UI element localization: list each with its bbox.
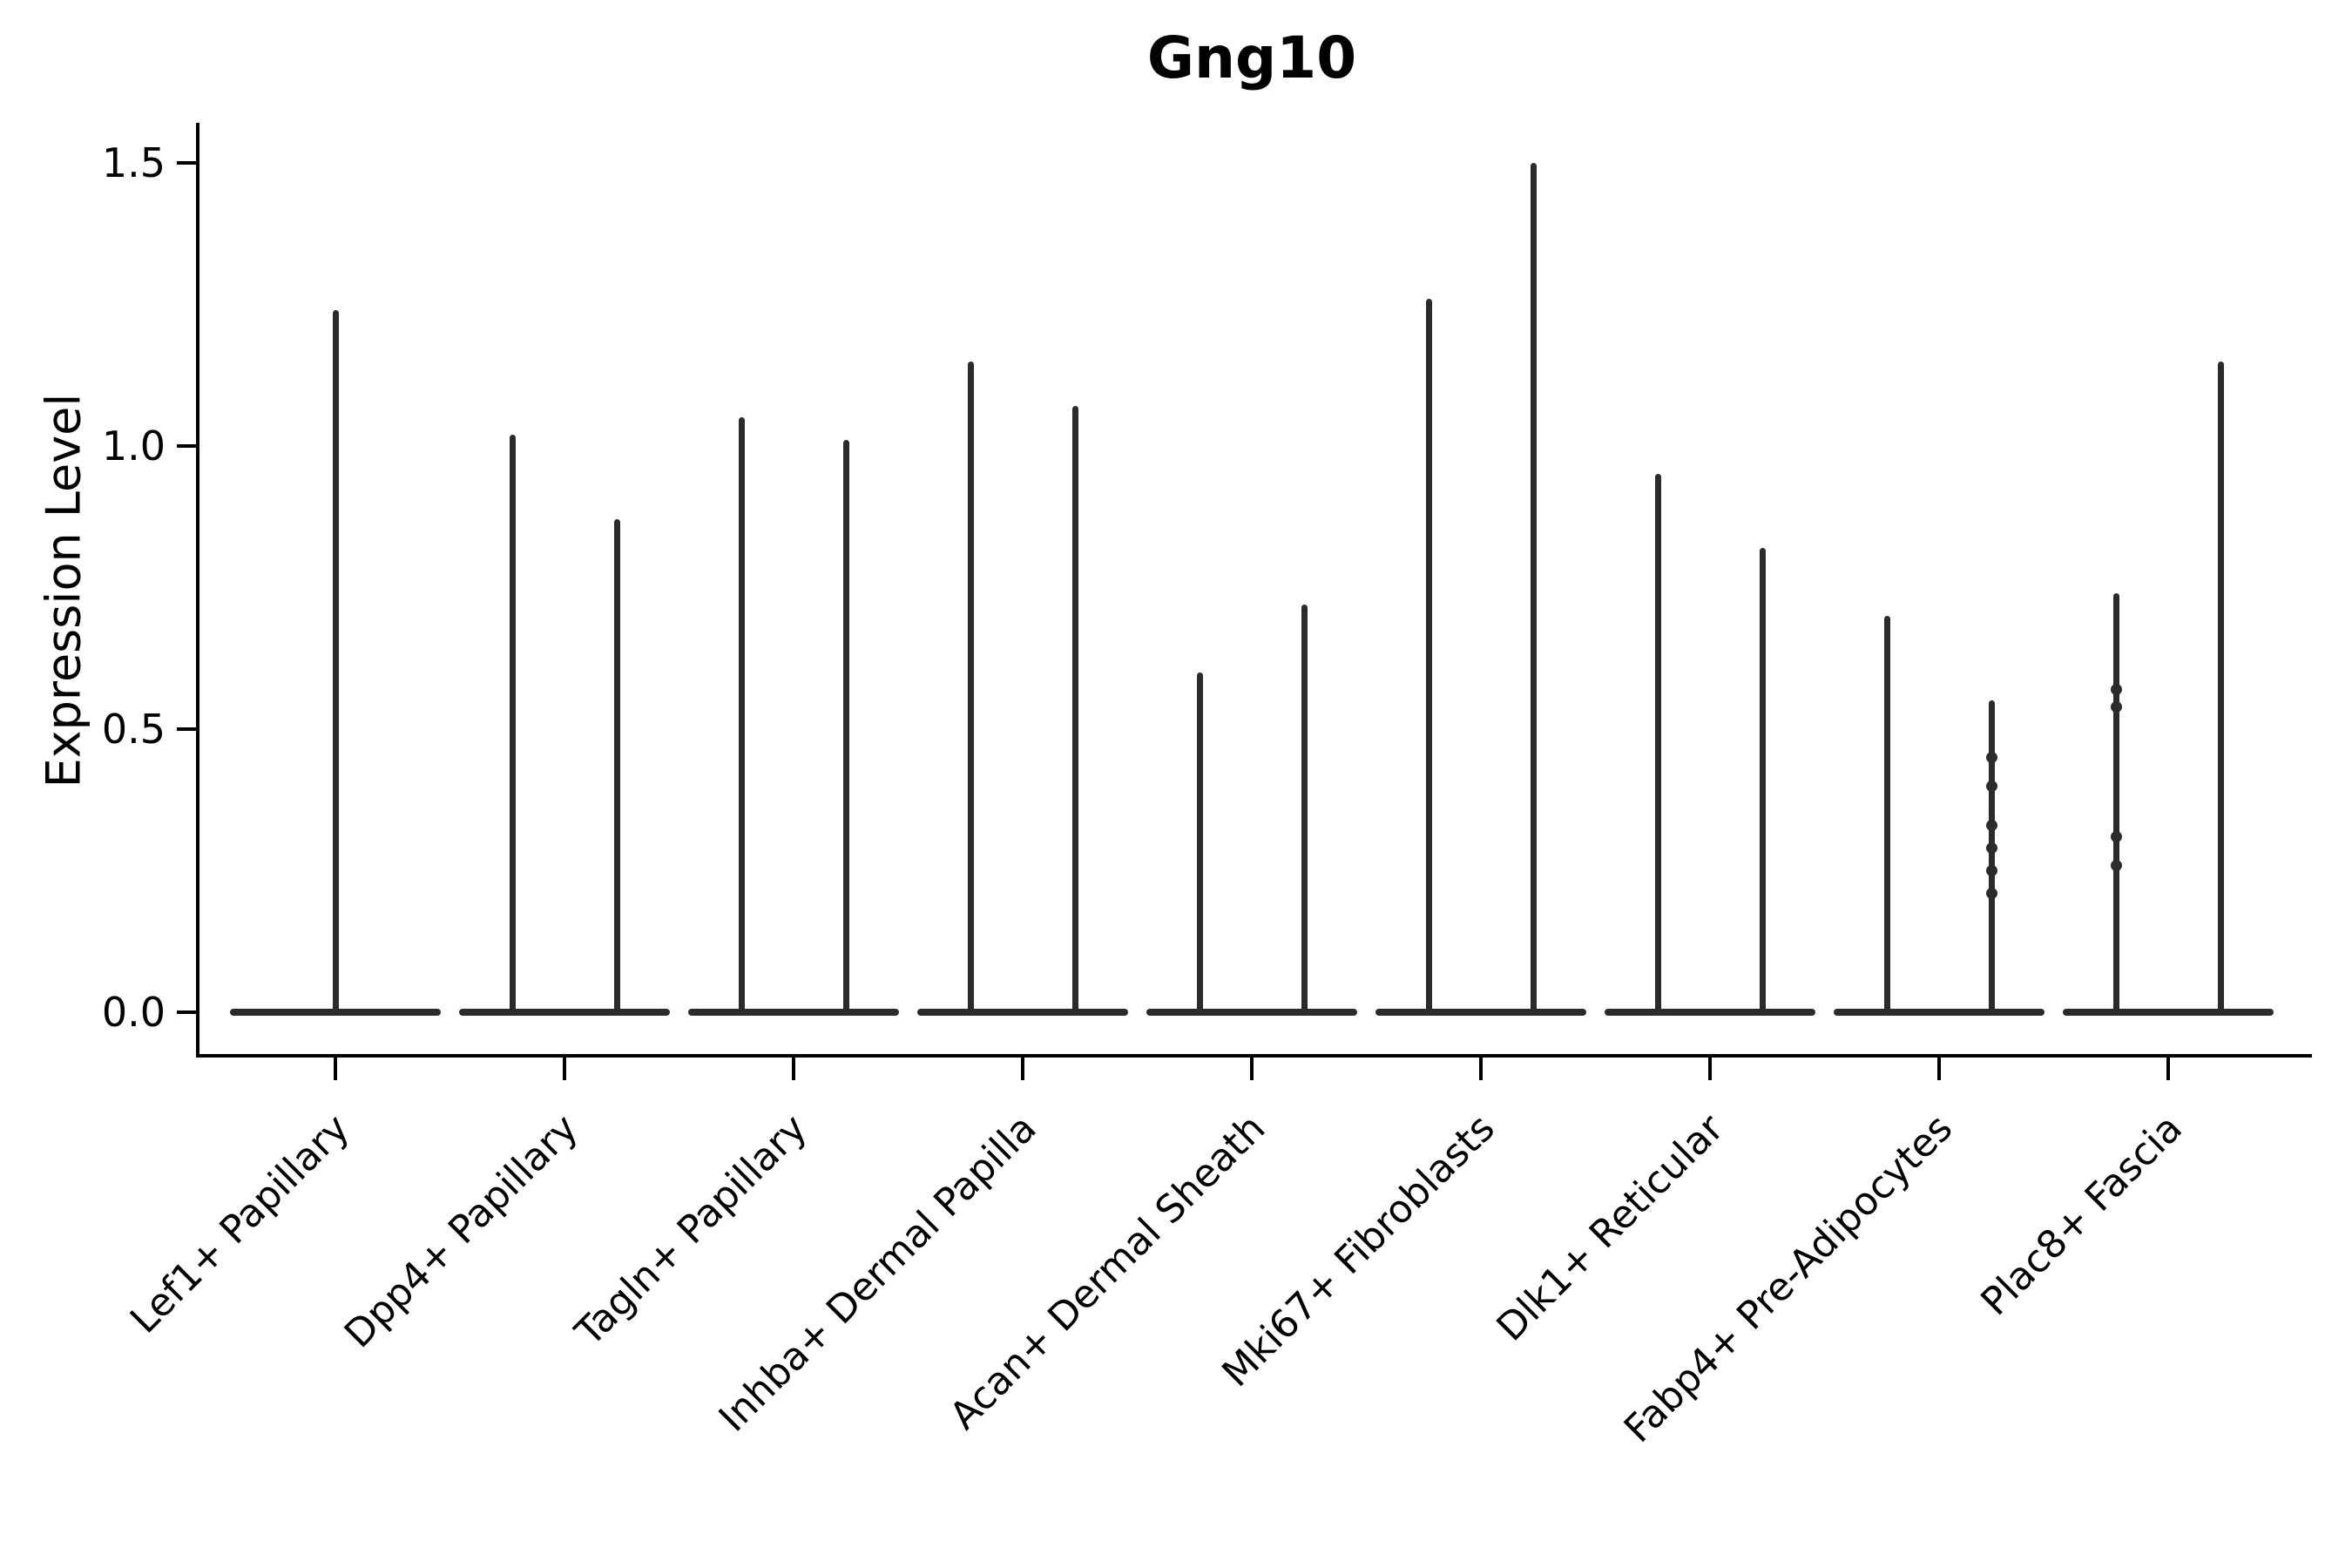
y-tick-label: 0.0 <box>101 989 166 1036</box>
y-tick-mark <box>177 161 196 165</box>
violin-tail <box>2112 593 2119 1012</box>
violin-base <box>1146 1009 1357 1016</box>
violin-base <box>2063 1009 2274 1016</box>
y-tick-label: 1.5 <box>101 139 166 186</box>
violin-tail <box>332 310 339 1012</box>
x-tick-mark <box>1708 1058 1712 1080</box>
y-tick-mark <box>177 727 196 731</box>
x-axis-spine <box>196 1054 2312 1058</box>
violin-base <box>230 1009 441 1016</box>
violin-tail <box>1988 700 1995 1012</box>
violin-tail <box>967 362 974 1012</box>
violin-tail <box>1196 672 1203 1012</box>
violin-tail <box>2217 362 2224 1012</box>
violin-base <box>1605 1009 1815 1016</box>
y-tick-mark <box>177 444 196 448</box>
y-tick-label: 0.5 <box>101 706 166 753</box>
x-tick-mark <box>1479 1058 1483 1080</box>
x-tick-mark <box>563 1058 566 1080</box>
x-tick-label: Plac8+ Fascia <box>1972 1105 2191 1325</box>
x-tick-mark <box>792 1058 795 1080</box>
x-tick-mark <box>1250 1058 1254 1080</box>
violin-base <box>1834 1009 2044 1016</box>
violin-tail <box>509 435 516 1012</box>
violin-base <box>1375 1009 1586 1016</box>
expression-point <box>2110 684 2122 695</box>
expression-point <box>1985 842 1997 854</box>
violin-tail <box>842 440 849 1012</box>
expression-point <box>1985 780 1997 792</box>
x-tick-label: Dpp4+ Papillary <box>336 1105 587 1357</box>
plot-title: Gng10 <box>1146 24 1357 91</box>
violin-tail <box>738 417 745 1012</box>
expression-point <box>2110 700 2122 713</box>
violin-tail <box>1883 616 1890 1012</box>
y-axis-spine <box>196 123 199 1058</box>
violin-tail <box>1654 474 1661 1012</box>
expression-point <box>1985 888 1997 899</box>
violin-tail <box>1301 605 1308 1012</box>
expression-point <box>1985 752 1997 763</box>
y-tick-mark <box>177 1010 196 1014</box>
violin-base <box>917 1009 1128 1016</box>
violin-base <box>688 1009 899 1016</box>
expression-point <box>2110 831 2122 842</box>
x-tick-label: Tagln+ Papillary <box>567 1105 816 1355</box>
x-tick-mark <box>2166 1058 2170 1080</box>
expression-point <box>1985 820 1997 831</box>
x-tick-mark <box>1937 1058 1941 1080</box>
expression-point <box>1985 865 1997 876</box>
violin-tail <box>1759 548 1766 1012</box>
x-tick-label: Dlk1+ Reticular <box>1488 1105 1733 1350</box>
expression-point <box>2110 859 2122 871</box>
violin-tail <box>613 519 620 1012</box>
x-tick-mark <box>334 1058 337 1080</box>
x-tick-label: Lef1+ Papillary <box>121 1105 358 1342</box>
violin-tail <box>1071 406 1078 1012</box>
violin-base <box>459 1009 670 1016</box>
y-tick-label: 1.0 <box>101 422 166 470</box>
violin-tail <box>1530 163 1537 1012</box>
violin-tail <box>1425 299 1432 1012</box>
x-tick-mark <box>1021 1058 1024 1080</box>
